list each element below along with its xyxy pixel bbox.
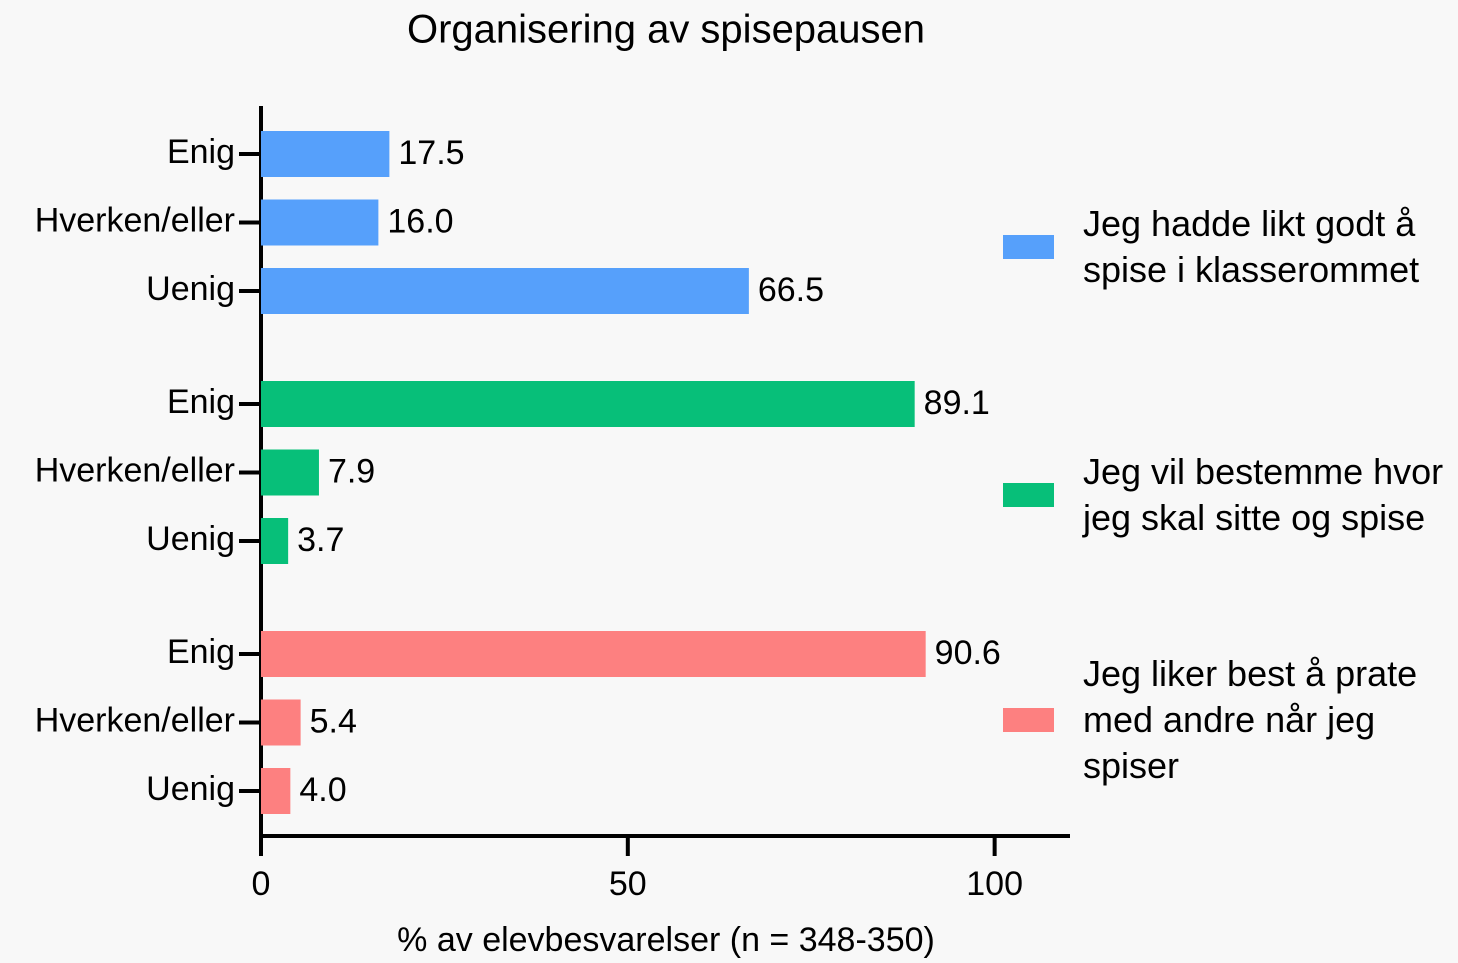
value-label: 16.0 <box>387 202 453 240</box>
bar <box>261 381 915 427</box>
bar <box>261 631 926 677</box>
y-tick-label: Hverken/eller <box>35 701 235 739</box>
bar <box>261 699 301 746</box>
value-label: 66.5 <box>758 271 824 309</box>
legend-swatch <box>1003 708 1054 732</box>
value-label: 7.9 <box>328 452 375 490</box>
x-tick-label: 100 <box>966 865 1023 903</box>
y-tick-label: Enig <box>167 633 235 671</box>
value-label: 17.5 <box>398 134 464 172</box>
y-tick-label: Uenig <box>146 520 235 558</box>
y-tick-label: Uenig <box>146 770 235 808</box>
y-tick-label: Uenig <box>146 270 235 308</box>
y-tick-label: Hverken/eller <box>35 201 235 239</box>
y-tick-label: Enig <box>167 133 235 171</box>
legend-label: Jeg vil bestemme hvor jeg skal sitte og … <box>1083 451 1444 538</box>
bar <box>261 268 749 314</box>
value-label: 4.0 <box>299 771 346 809</box>
bar <box>261 768 291 814</box>
legend-label: Jeg liker best å prate med andre når jeg… <box>1083 653 1418 786</box>
bar <box>261 449 319 496</box>
value-label: 89.1 <box>924 384 990 422</box>
legend-swatch <box>1003 483 1054 507</box>
chart-title: Organisering av spisepausen <box>407 8 925 52</box>
value-label: 90.6 <box>935 634 1001 672</box>
legend-swatch <box>1003 235 1054 259</box>
value-label: 3.7 <box>297 521 344 559</box>
bar <box>261 199 379 246</box>
x-tick-label: 0 <box>252 865 271 903</box>
bar <box>261 131 390 177</box>
bar <box>261 518 289 564</box>
legend-label: Jeg hadde likt godt å spise i klasseromm… <box>1083 203 1420 290</box>
value-label: 5.4 <box>310 702 357 740</box>
y-tick-label: Enig <box>167 383 235 421</box>
y-tick-label: Hverken/eller <box>35 451 235 489</box>
x-tick-label: 50 <box>609 865 647 903</box>
x-axis-label: % av elevbesvarelser (n = 348-350) <box>397 921 935 959</box>
